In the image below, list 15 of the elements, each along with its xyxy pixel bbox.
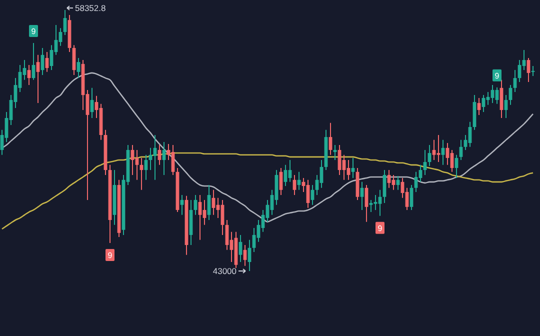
annotation: 9 — [108, 250, 113, 260]
candlestick — [180, 194, 184, 216]
candlestick — [436, 134, 440, 163]
annotation: 43000 — [212, 266, 237, 276]
candlestick — [513, 70, 517, 92]
candlestick — [76, 57, 80, 79]
candlestick — [369, 199, 373, 213]
candlestick — [432, 139, 436, 160]
annotation: 58352.8 — [75, 3, 106, 13]
annotation: 9 — [31, 27, 36, 36]
candlestick — [351, 157, 355, 179]
annotation: 9 — [378, 224, 383, 233]
candlestick — [36, 54, 40, 104]
annotation: 9 — [494, 71, 500, 80]
candlestick — [374, 194, 378, 210]
